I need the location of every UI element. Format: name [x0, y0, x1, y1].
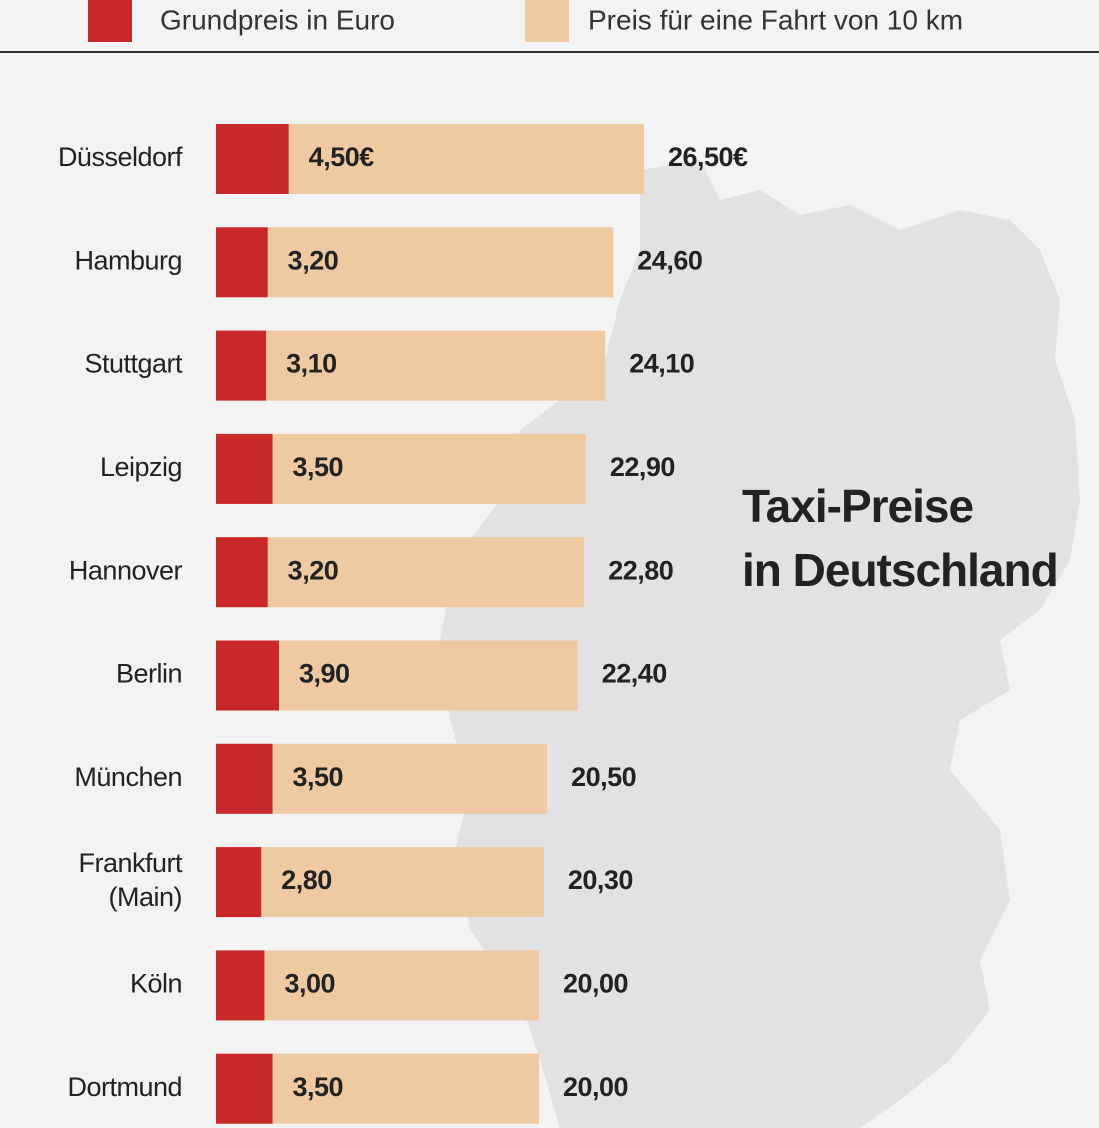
- bar-total: [216, 227, 614, 298]
- chart-title: Taxi-Preise: [742, 480, 973, 532]
- legend-swatch: [525, 0, 569, 42]
- bar-total: [216, 950, 539, 1021]
- bar-base: [216, 950, 265, 1021]
- value-label: 26,50€: [668, 142, 748, 172]
- value-label: 22,90: [610, 452, 675, 482]
- map-background: [440, 160, 1080, 1128]
- category-label: Berlin: [116, 659, 182, 689]
- category-label: München: [74, 762, 182, 792]
- value-label: 20,30: [568, 865, 633, 895]
- value-label: 24,10: [629, 349, 694, 379]
- bar-base: [216, 124, 289, 194]
- value-label: 3,10: [286, 349, 337, 379]
- value-label: 22,40: [602, 659, 667, 689]
- value-label: 24,60: [637, 245, 702, 275]
- category-label: Hamburg: [74, 245, 182, 275]
- chart-title: in Deutschland: [742, 544, 1058, 596]
- value-label: 3,50: [293, 762, 344, 792]
- legend-swatch: [88, 0, 132, 42]
- bar-base: [216, 227, 268, 298]
- value-label: 3,50: [293, 452, 344, 482]
- category-label: Frankfurt (Main): [78, 848, 183, 912]
- bar-base: [216, 330, 267, 401]
- bar-base: [216, 537, 268, 608]
- value-label: 3,00: [284, 969, 335, 999]
- category-label: Hannover: [69, 555, 183, 585]
- legend-label: Grundpreis in Euro: [160, 4, 395, 35]
- bar-base: [216, 743, 273, 814]
- bar-base: [216, 433, 273, 504]
- bar-total: [216, 433, 586, 504]
- value-label: 3,90: [299, 659, 350, 689]
- value-label: 20,00: [563, 969, 628, 999]
- bar-base: [216, 847, 262, 918]
- value-label: 3,50: [293, 1072, 344, 1102]
- bar-base: [216, 1053, 273, 1124]
- bar-total: [216, 847, 544, 918]
- bar-base: [216, 640, 279, 711]
- category-label: Dortmund: [67, 1072, 182, 1102]
- category-label: Leipzig: [100, 452, 182, 482]
- legend-label: Preis für eine Fahrt von 10 km: [588, 4, 963, 35]
- value-label: 22,80: [608, 555, 673, 585]
- category-label: Düsseldorf: [58, 142, 183, 172]
- value-label: 20,50: [571, 762, 636, 792]
- bar-total: [216, 537, 585, 608]
- value-label: 3,20: [288, 245, 339, 275]
- value-label: 2,80: [281, 865, 332, 895]
- value-label: 20,00: [563, 1072, 628, 1102]
- bar-total: [216, 330, 606, 401]
- value-label: 4,50€: [309, 142, 375, 172]
- category-label: Köln: [130, 969, 182, 999]
- value-label: 3,20: [288, 555, 339, 585]
- category-label: Stuttgart: [84, 349, 183, 379]
